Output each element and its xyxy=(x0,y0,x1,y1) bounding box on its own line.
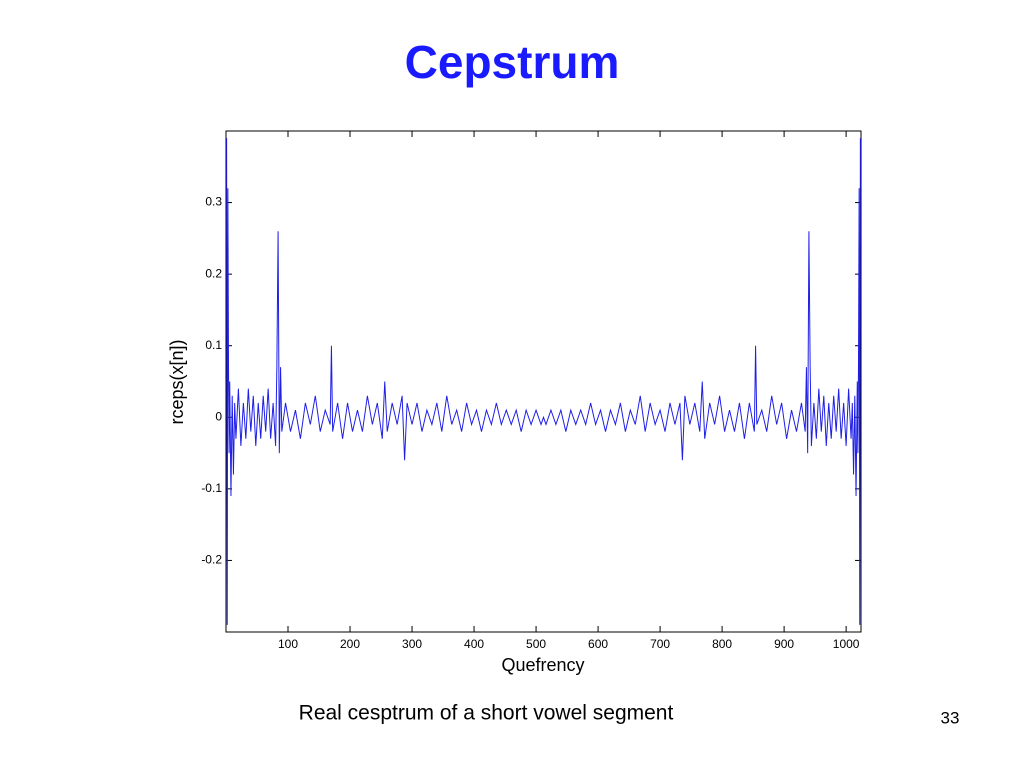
y-tick-label: 0.1 xyxy=(205,338,222,352)
caption: Real cesptrum of a short vowel segment xyxy=(299,702,674,725)
x-axis-label: Quefrency xyxy=(501,655,584,675)
slide-title: Cepstrum xyxy=(405,36,620,88)
x-tick-label: 700 xyxy=(650,637,670,651)
x-tick-label: 800 xyxy=(712,637,732,651)
x-tick-label: 400 xyxy=(464,637,484,651)
y-tick-label: -0.2 xyxy=(201,553,222,567)
y-tick-label: 0.3 xyxy=(205,195,222,209)
y-tick-label: 0 xyxy=(215,409,222,423)
x-tick-label: 100 xyxy=(278,637,298,651)
page-number: 33 xyxy=(941,708,960,727)
cepstrum-line xyxy=(226,138,861,625)
y-tick-label: 0.2 xyxy=(205,266,222,280)
x-tick-label: 900 xyxy=(774,637,794,651)
x-tick-label: 600 xyxy=(588,637,608,651)
y-axis-label: rceps(x[n]) xyxy=(167,339,187,424)
plot: 100 200 300 400 500 600 700 800 900 1000 -0.2 -0.1 0… xyxy=(201,131,861,651)
x-tick-label: 200 xyxy=(340,637,360,651)
y-tick-label: -0.1 xyxy=(201,481,222,495)
x-tick-label: 1000 xyxy=(833,637,860,651)
x-tick-label: 500 xyxy=(526,637,546,651)
x-tick-label: 300 xyxy=(402,637,422,651)
plot-frame xyxy=(225,130,862,633)
